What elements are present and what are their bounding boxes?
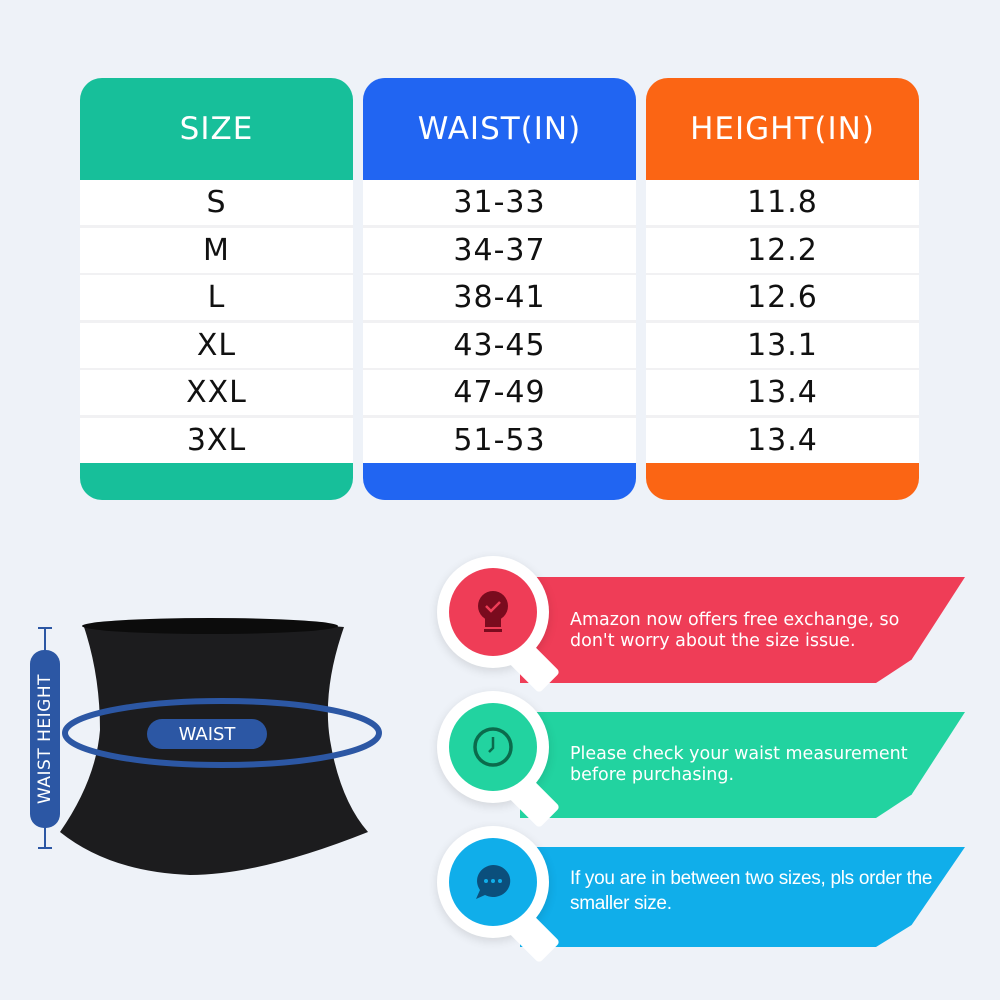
waist-height-label: WAIST HEIGHT (35, 674, 55, 804)
tip-banner-between-sizes (520, 847, 965, 947)
cell: 51-53 (363, 417, 636, 463)
tip-banner-measure (520, 712, 965, 818)
cell: 12.6 (646, 275, 919, 320)
cell: 13.4 (646, 370, 919, 415)
tip-icon-ring (437, 556, 561, 694)
size-column: SIZE S M L XL XXL 3XL (80, 78, 353, 500)
waist-trainer-diagram (30, 618, 382, 875)
cell: 12.2 (646, 227, 919, 273)
chat-bubble-icon (476, 864, 511, 899)
column-header: HEIGHT(IN) (690, 111, 875, 147)
cell: L (80, 275, 353, 320)
tip-text: If you are in between two sizes, pls ord… (570, 868, 933, 914)
column-header: SIZE (179, 111, 254, 147)
cell: 43-45 (363, 322, 636, 368)
waist-label: WAIST (178, 723, 236, 745)
cell: XL (80, 322, 353, 368)
cell: 47-49 (363, 370, 636, 415)
cell: XXL (80, 370, 353, 415)
height-column: HEIGHT(IN) 11.8 12.2 12.6 13.1 13.4 13.4 (646, 78, 919, 500)
cell: 13.1 (646, 322, 919, 368)
cell: 38-41 (363, 275, 636, 320)
tip-banner-exchange (520, 577, 965, 683)
clock-icon (473, 727, 513, 767)
column-header: WAIST(IN) (417, 111, 582, 147)
cell: 31-33 (363, 180, 636, 225)
lightbulb-check-icon (478, 591, 508, 632)
tip-icon-ring (437, 691, 561, 829)
cell: 11.8 (646, 180, 919, 225)
cell: 34-37 (363, 227, 636, 273)
tip-text: Amazon now offers free exchange, so don'… (570, 610, 900, 651)
cell: 3XL (80, 417, 353, 463)
waist-column: WAIST(IN) 31-33 34-37 38-41 43-45 47-49 … (363, 78, 636, 500)
waist-ring (62, 698, 382, 768)
cell: S (80, 180, 353, 225)
tip-text: Please check your waist measurement befo… (570, 744, 908, 785)
tip-icon-ring (437, 826, 561, 964)
cell: 13.4 (646, 417, 919, 463)
cell: M (80, 227, 353, 273)
